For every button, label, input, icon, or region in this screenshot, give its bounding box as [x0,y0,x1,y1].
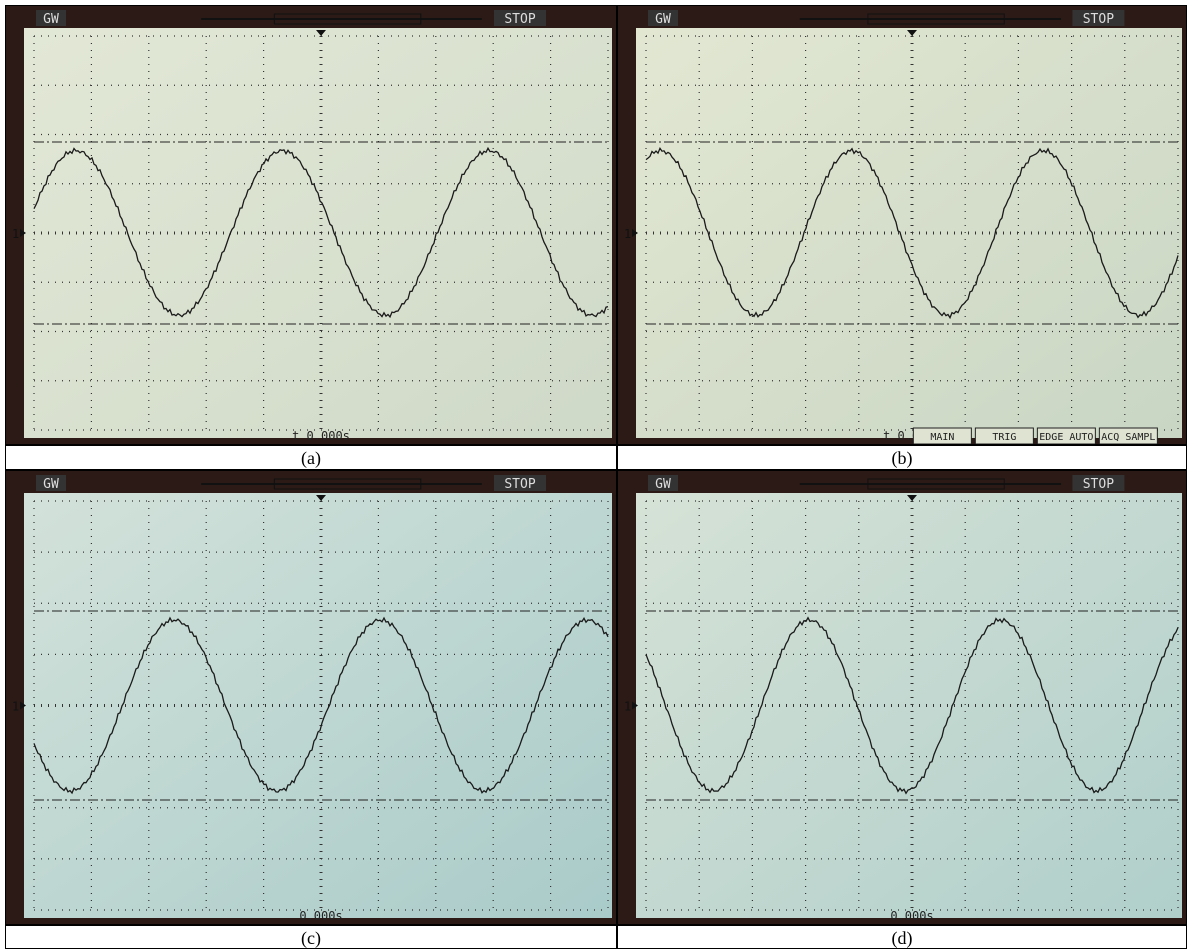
time-readout: 0.000s [890,909,933,923]
channel-marker: 1 [624,227,631,241]
waveform [645,146,1179,320]
memory-window [867,13,1005,25]
brand-box [36,475,66,491]
waveform [645,616,1179,795]
channel-arrow [20,229,26,237]
panel-image: GW STOP 1 t 0.000s MAIN TRIG EDGE AUTO ACQ SAMP… [617,5,1187,445]
menu-item: EDGE AUTO [1039,432,1093,443]
oscilloscope-photo: GW STOP 1 0.000s [618,471,1186,924]
screen [24,28,612,438]
oscilloscope-photo: GW STOP 1 0.000s [6,471,616,924]
channel-arrow [632,229,638,237]
brand-box [36,10,66,26]
screen [636,493,1182,918]
brand: GW [43,477,59,492]
brand-box [648,475,678,491]
menu-item: TRIG [992,432,1016,443]
memory-window [273,478,422,490]
status: STOP [1083,477,1114,492]
status-box [1072,10,1125,26]
caption: (c) [5,925,617,949]
status-box [494,10,546,26]
brand: GW [43,12,59,27]
menu-item: ACQ SAMPL [1101,432,1155,443]
caption: (b) [617,445,1187,470]
trigger-arrow [907,495,917,501]
trigger-arrow [316,495,326,501]
menu-item: MAIN [930,432,954,443]
channel-marker: 1 [12,700,19,714]
panel-image: GW STOP 1 0.000s [5,470,617,925]
status-box [1072,475,1125,491]
trigger-arrow [907,30,917,36]
status-box [494,475,546,491]
time-readout: t 0.000s [292,429,350,443]
trigger-arrow [316,30,326,36]
waveform [33,146,609,319]
status: STOP [504,477,535,492]
oscilloscope-photo: GW STOP 1 t 0.000s [6,6,616,444]
caption: (d) [617,925,1187,949]
channel-marker: 1 [12,227,19,241]
channel-arrow [632,701,638,710]
time-readout: 0.000s [299,909,342,923]
screen [636,28,1182,438]
memory-window [273,13,422,25]
memory-window [867,478,1005,490]
brand: GW [655,12,671,27]
waveform [33,616,609,795]
panel-image: GW STOP 1 t 0.000s [5,5,617,445]
status: STOP [1083,12,1114,27]
channel-marker: 1 [624,700,631,714]
brand-box [648,10,678,26]
channel-arrow [20,701,26,710]
status: STOP [504,12,535,27]
panel-image: GW STOP 1 0.000s [617,470,1187,925]
caption: (a) [5,445,617,470]
screen [24,493,612,918]
brand: GW [655,477,671,492]
